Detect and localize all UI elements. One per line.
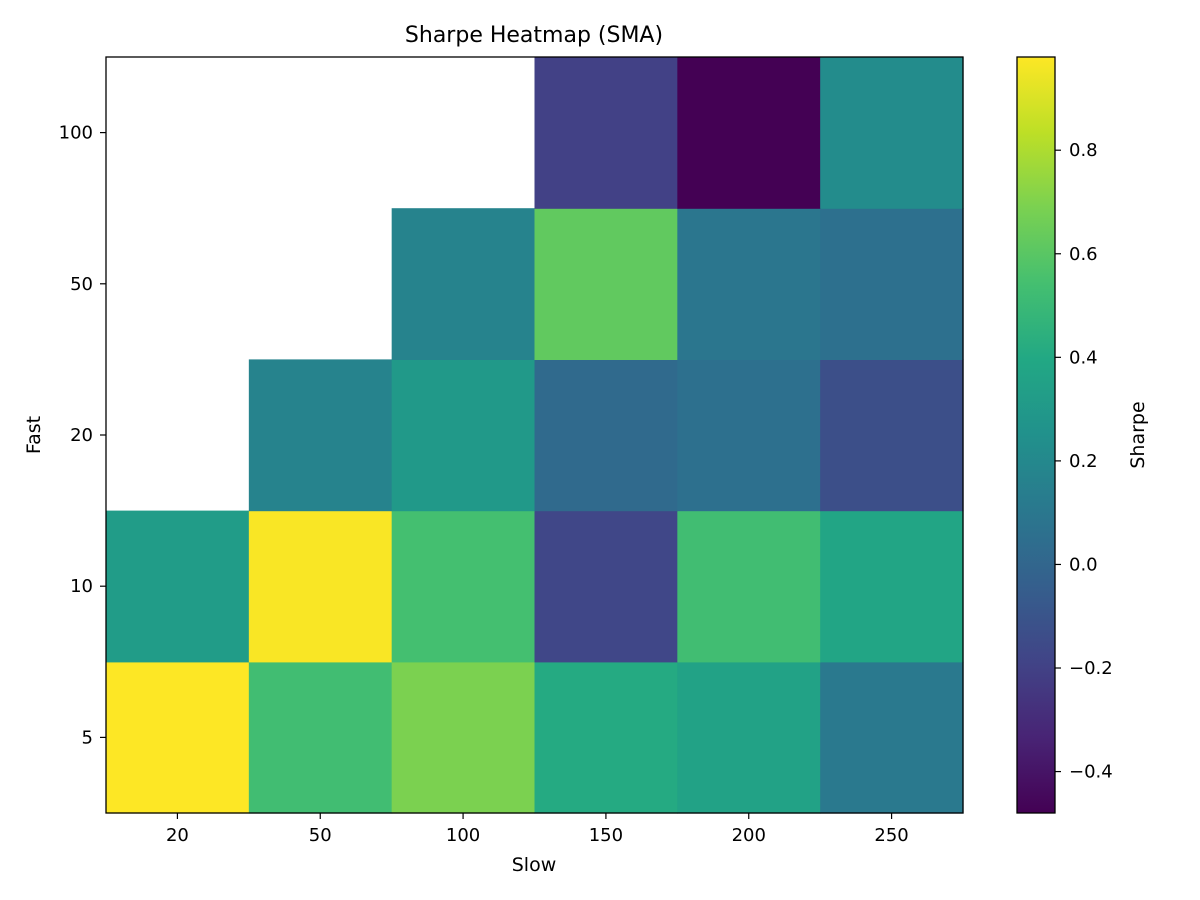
heatmap-cell xyxy=(677,510,821,663)
colorbar-ticks: −0.4 −0.2 0.0 0.2 0.4 0.6 0.8 xyxy=(1055,140,1113,783)
colorbar-tick-label: 0.8 xyxy=(1069,140,1098,161)
colorbar-tick-label: −0.2 xyxy=(1069,658,1113,679)
heatmap-cell xyxy=(677,661,821,814)
heatmap-cell xyxy=(248,510,393,663)
heatmap-cell xyxy=(534,57,678,209)
heatmap-cell xyxy=(534,510,678,663)
heatmap-cell xyxy=(106,661,250,814)
colorbar-label: Sharpe xyxy=(1127,401,1149,468)
heatmap-cell xyxy=(248,661,393,814)
x-tick-label: 50 xyxy=(309,825,332,846)
heatmap-cell xyxy=(534,359,678,512)
heatmap-cells xyxy=(106,57,964,814)
chart-title: Sharpe Heatmap (SMA) xyxy=(405,23,663,48)
y-axis-ticks: 5 10 20 50 100 xyxy=(59,123,106,748)
heatmap-cell xyxy=(248,359,393,512)
y-tick-label: 20 xyxy=(70,425,93,446)
x-tick-label: 200 xyxy=(732,825,766,846)
y-axis-label: Fast xyxy=(23,416,45,454)
heatmap-cell xyxy=(534,208,678,360)
x-axis-label: Slow xyxy=(512,854,557,876)
heatmap-cell xyxy=(820,661,964,814)
y-tick-label: 5 xyxy=(82,727,93,748)
heatmap-cell xyxy=(820,208,964,360)
x-tick-label: 100 xyxy=(446,825,480,846)
colorbar-tick-label: 0.4 xyxy=(1069,347,1098,368)
colorbar-tick-label: 0.2 xyxy=(1069,451,1098,472)
heatmap-cell xyxy=(534,661,678,814)
heatmap-cell xyxy=(391,661,536,814)
heatmap-cell xyxy=(820,359,964,512)
x-axis-ticks: 20 50 100 150 200 250 xyxy=(166,813,909,846)
heatmap-cell xyxy=(677,208,821,360)
heatmap-cell xyxy=(391,510,536,663)
heatmap-cell xyxy=(677,57,821,209)
heatmap-cell xyxy=(677,359,821,512)
heatmap-cell xyxy=(820,57,964,209)
colorbar xyxy=(1016,56,1056,814)
heatmap-cell xyxy=(391,208,536,360)
y-tick-label: 10 xyxy=(70,576,93,597)
heatmap-cell xyxy=(391,359,536,512)
x-tick-label: 250 xyxy=(874,825,908,846)
colorbar-tick-label: 0.0 xyxy=(1069,554,1098,575)
x-tick-label: 20 xyxy=(166,825,189,846)
y-tick-label: 100 xyxy=(59,123,93,144)
y-tick-label: 50 xyxy=(70,274,93,295)
colorbar-tick-label: 0.6 xyxy=(1069,244,1098,265)
heatmap-cell xyxy=(106,510,250,663)
x-tick-label: 150 xyxy=(589,825,623,846)
heatmap-cell xyxy=(820,510,964,663)
colorbar-tick-label: −0.4 xyxy=(1069,762,1113,783)
